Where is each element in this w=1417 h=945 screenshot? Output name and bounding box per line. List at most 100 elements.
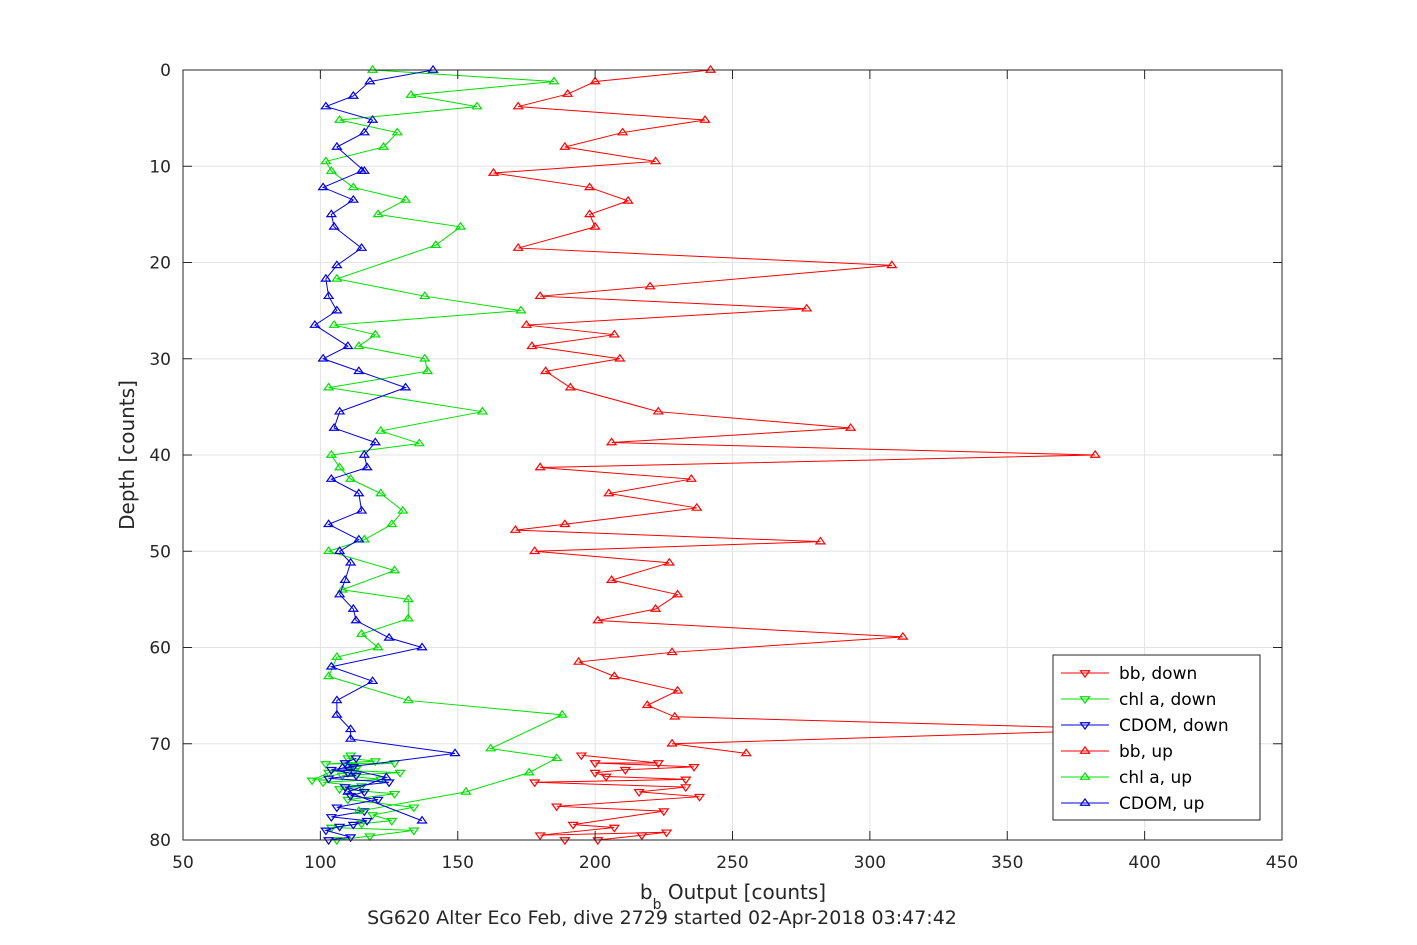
series-5-point-33 xyxy=(333,546,346,555)
series-5-point-1 xyxy=(364,76,376,85)
series-5-point-46 xyxy=(344,733,357,742)
series-0-point-14 xyxy=(600,773,612,782)
series-5-point-39 xyxy=(383,632,395,641)
series-3-point-1 xyxy=(589,76,601,85)
series-0-point-19 xyxy=(652,760,664,769)
series-0-point-12 xyxy=(529,779,541,788)
series-layer xyxy=(306,64,1145,846)
series-3-point-37 xyxy=(605,575,618,583)
series-3-point-16 xyxy=(534,291,546,300)
y-tick-label-0: 0 xyxy=(160,61,171,81)
legend-label-2: CDOM, down xyxy=(1119,716,1229,736)
series-line-2 xyxy=(323,757,390,841)
series-1-point-17 xyxy=(306,777,318,786)
series-5-point-16 xyxy=(322,291,335,300)
series-3-point-8 xyxy=(487,167,500,176)
series-5-point-32 xyxy=(353,534,365,543)
series-5-point-15 xyxy=(320,273,332,282)
series-5-point-21 xyxy=(353,366,365,375)
series-3-point-19 xyxy=(608,329,621,338)
series-5-point-10 xyxy=(347,194,360,203)
series-4-point-32 xyxy=(358,534,371,543)
series-3-point-17 xyxy=(801,303,813,312)
series-4-point-25 xyxy=(413,438,425,447)
series-3-point-18 xyxy=(520,319,533,328)
legend-marker-1 xyxy=(1079,696,1091,705)
series-4-point-33 xyxy=(322,546,335,555)
series-0-point-8 xyxy=(550,803,563,812)
series-5-point-49 xyxy=(380,772,392,781)
series-3-point-7 xyxy=(649,156,662,165)
series-3-point-15 xyxy=(644,281,656,290)
series-4-point-4 xyxy=(333,114,346,123)
legend-label-5: CDOM, up xyxy=(1119,794,1204,814)
series-5-point-9 xyxy=(317,182,329,191)
series-line-3 xyxy=(493,69,1140,754)
series-0-point-17 xyxy=(688,764,700,772)
series-3-point-28 xyxy=(534,462,546,471)
series-0-point-6 xyxy=(567,821,579,830)
series-1-point-23 xyxy=(369,758,381,767)
series-2-point-6 xyxy=(325,814,338,822)
series-5-point-47 xyxy=(449,748,461,757)
series-0-point-10 xyxy=(633,789,645,797)
legend-label-4: chl a, up xyxy=(1119,768,1192,788)
legend-marker-4 xyxy=(1079,771,1091,780)
y-tick-label-3: 30 xyxy=(149,350,171,370)
series-4-point-27 xyxy=(333,462,346,471)
series-2-point-3 xyxy=(333,823,346,832)
series-5-point-41 xyxy=(325,661,338,670)
x-tick-label-1: 100 xyxy=(304,853,336,873)
y-tick-label-8: 80 xyxy=(149,831,171,851)
series-3-point-43 xyxy=(572,656,585,665)
series-5-point-27 xyxy=(361,462,373,471)
series-4-point-37 xyxy=(402,613,414,622)
series-4-point-42 xyxy=(402,695,414,704)
series-4-point-12 xyxy=(454,221,467,230)
series-3-point-23 xyxy=(564,382,577,391)
series-5-point-4 xyxy=(366,114,379,123)
series-4-point-29 xyxy=(375,488,387,497)
series-5-point-23 xyxy=(333,406,346,415)
series-4-point-3 xyxy=(471,101,483,110)
x-tick-label-7: 400 xyxy=(1128,853,1160,873)
series-4-point-14 xyxy=(331,273,343,282)
series-3-point-11 xyxy=(583,209,596,218)
series-0-point-7 xyxy=(658,808,670,817)
series-5-point-35 xyxy=(339,575,351,583)
series-5-point-31 xyxy=(322,519,335,528)
series-5-point-25 xyxy=(369,437,381,446)
series-4-point-18 xyxy=(369,329,381,338)
series-3-point-22 xyxy=(540,366,552,375)
series-2-point-8 xyxy=(331,804,343,813)
series-5-point-14 xyxy=(331,260,343,269)
series-4-point-36 xyxy=(402,594,414,603)
series-5-point-13 xyxy=(355,242,368,251)
series-5-point-44 xyxy=(331,709,343,718)
series-4-point-20 xyxy=(419,353,431,362)
series-4-point-45 xyxy=(550,753,563,762)
series-1-point-0 xyxy=(331,837,343,846)
series-3-point-4 xyxy=(699,114,711,123)
series-4-point-10 xyxy=(399,194,412,203)
series-5-point-2 xyxy=(347,90,360,99)
series-0-point-11 xyxy=(680,784,692,793)
series-2-point-17 xyxy=(325,766,338,775)
series-3-point-12 xyxy=(589,221,601,230)
series-4-point-2 xyxy=(405,89,417,98)
series-5-point-24 xyxy=(328,422,340,431)
series-5-point-38 xyxy=(350,615,362,624)
series-2-point-16 xyxy=(342,769,354,778)
series-5 xyxy=(309,64,461,824)
series-4-point-39 xyxy=(372,642,384,651)
series-0-point-9 xyxy=(693,793,706,802)
series-5-point-48 xyxy=(336,762,349,771)
series-4-point-8 xyxy=(325,165,338,174)
series-0-point-1 xyxy=(592,837,604,846)
series-5-point-43 xyxy=(331,695,343,704)
series-1-point-15 xyxy=(394,769,406,778)
series-3-point-39 xyxy=(649,603,662,612)
legend-label-3: bb, up xyxy=(1119,742,1173,762)
series-5-point-3 xyxy=(320,101,332,110)
series-4-point-43 xyxy=(556,709,568,718)
